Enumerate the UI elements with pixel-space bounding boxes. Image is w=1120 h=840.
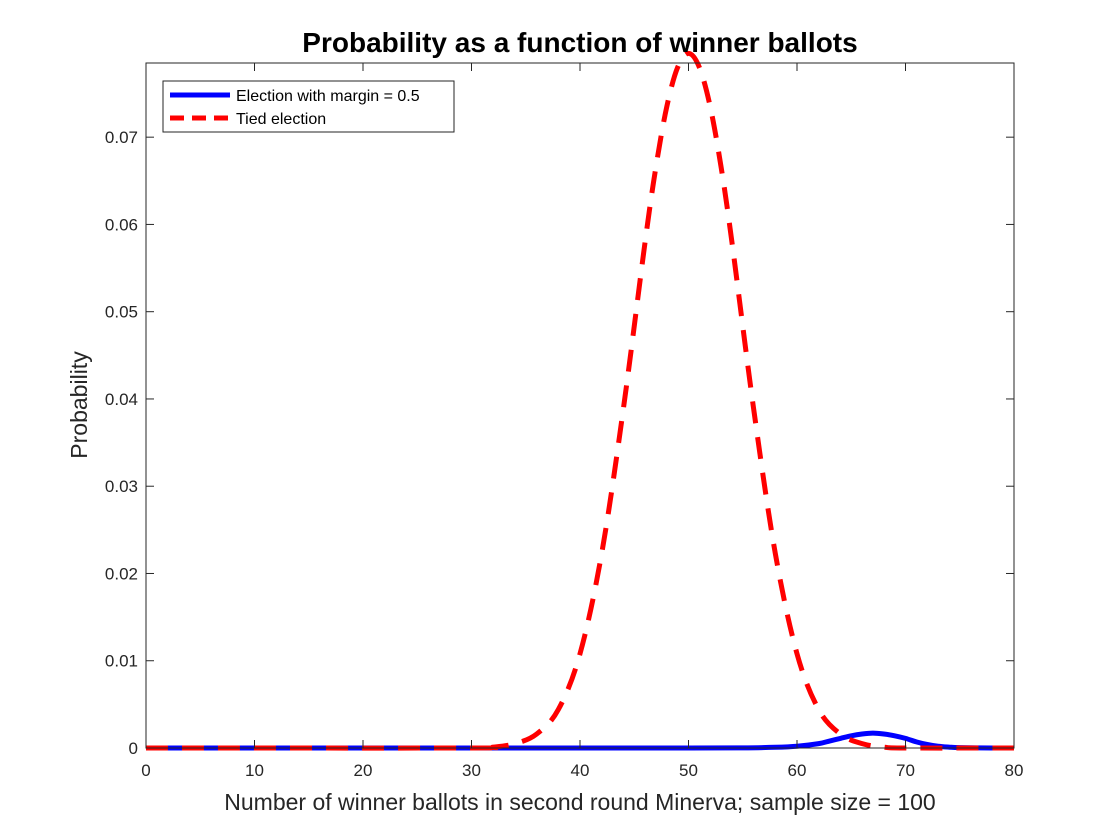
series-line-tied [145,50,1015,751]
x-tick-label: 60 [788,761,807,780]
y-tick-label: 0 [129,739,138,758]
x-tick-label: 50 [679,761,698,780]
legend-box [162,80,455,133]
x-tick-label: 70 [896,761,915,780]
chart-title: Probability as a function of winner ball… [302,27,857,58]
y-tick-label: 0.02 [105,564,138,583]
x-tick-label: 30 [462,761,481,780]
legend-label-tied: Tied election [236,111,326,128]
legend: Election with margin = 0.5 Tied election [162,80,455,133]
x-axis-label: Number of winner ballots in second round… [224,789,935,815]
y-tick-label: 0.04 [105,390,138,409]
x-tick-label: 80 [1005,761,1024,780]
y-tick-label: 0.01 [105,652,138,671]
y-tick-label: 0.07 [105,128,138,147]
y-tick-label: 0.03 [105,477,138,496]
y-tick-label: 0.06 [105,215,138,234]
x-tick-label: 20 [354,761,373,780]
plot-area [146,63,1014,748]
x-tick-label: 10 [245,761,264,780]
x-ticks: 0 10 20 30 40 50 60 70 80 [141,63,1023,780]
x-tick-label: 40 [571,761,590,780]
legend-label-margin: Election with margin = 0.5 [236,88,420,105]
x-tick-label: 0 [141,761,150,780]
y-axis-label: Probability [66,351,92,459]
y-ticks: 0 0.01 0.02 0.03 0.04 0.05 0.06 0.07 [105,128,1014,758]
y-tick-label: 0.05 [105,303,138,322]
